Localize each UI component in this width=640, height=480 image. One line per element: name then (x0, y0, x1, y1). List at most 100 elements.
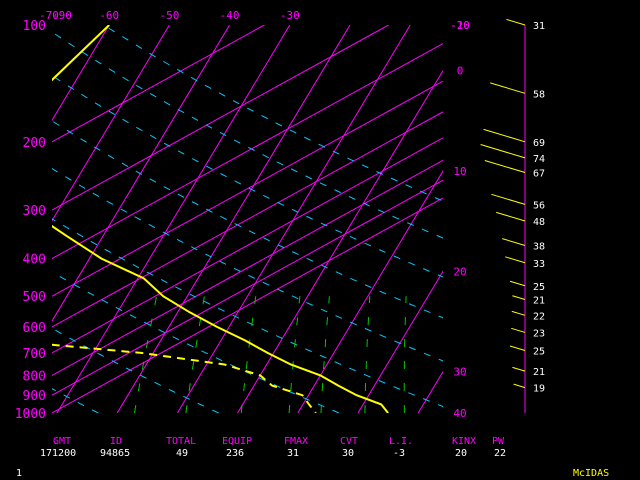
wind-speed-label: 67 (533, 169, 545, 180)
wind-speed-label: 48 (533, 217, 545, 228)
dewpoint-profile (52, 343, 317, 413)
dry-adiabat (52, 31, 443, 239)
dry-adiabat (52, 120, 443, 319)
dry-adiabat (52, 218, 443, 408)
wind-barb (506, 18, 526, 26)
wind-speed-label: 74 (533, 154, 545, 165)
isobar-line (52, 25, 266, 143)
isotherm-line (539, 25, 640, 413)
label-kinx: KINX (452, 436, 477, 447)
mixing-ratio-line (240, 296, 257, 413)
wind-speed-label: 56 (533, 200, 545, 211)
temperature-tick-label-top: -90 (52, 9, 72, 22)
isotherm-line (297, 170, 443, 413)
wind-barb (509, 280, 526, 287)
isotherm-line (176, 25, 411, 413)
temperature-tick-label-right: -20 (450, 19, 470, 32)
label-total: TOTAL (166, 436, 197, 447)
isobar-line (52, 197, 443, 413)
mixing-ratio-line (364, 296, 371, 413)
wind-barb (496, 211, 526, 222)
value-kinx: 20 (455, 448, 468, 459)
value-id: 94865 (100, 448, 131, 459)
wind-barb (480, 144, 526, 159)
value-fmax: 31 (287, 448, 300, 459)
temperature-tick-label-right: 0 (457, 65, 464, 78)
page-number: 1 (16, 468, 23, 479)
diagram-area (52, 25, 640, 413)
wind-speed-label: 19 (533, 384, 545, 395)
wind-barb (512, 366, 526, 372)
isotherm-line (478, 25, 640, 413)
wind-speed-label: 21 (533, 367, 545, 378)
isobar-line (52, 43, 443, 260)
temperature-tick-label-top: -50 (159, 9, 179, 22)
pressure-tick-label: 300 (23, 204, 46, 219)
isotherm-line (52, 25, 231, 322)
isotherm-line (56, 25, 291, 413)
pressure-tick-label: 1000 (15, 407, 46, 422)
wind-barb (491, 193, 526, 205)
sounding-indices-footer: GMT ID TOTAL EQUIP FMAX CVT L.I. KINX PW… (0, 434, 640, 480)
isobar-line (52, 80, 443, 297)
temperature-profile (52, 25, 389, 413)
wind-barb (513, 383, 526, 389)
isobar-line (52, 179, 443, 396)
temperature-tick-label-top: -40 (220, 9, 240, 22)
wind-barb (490, 82, 526, 94)
label-gmt: GMT (53, 436, 72, 447)
isobar-line (52, 137, 443, 354)
wind-barb (509, 345, 526, 351)
mixing-ratio-line (134, 296, 158, 413)
value-gmt: 171200 (40, 448, 77, 459)
temperature-tick-label-top: -70 (39, 9, 59, 22)
skewt-chart: 1002003004005006007008009001000-90-80-70… (15, 9, 640, 422)
pressure-tick-label: 700 (23, 347, 46, 362)
label-pw: PW (492, 436, 505, 447)
label-id: ID (110, 436, 123, 447)
wind-speed-label: 25 (533, 346, 545, 357)
wind-speed-label: 33 (533, 259, 545, 270)
wind-speed-label: 58 (533, 89, 545, 100)
mixing-ratio-line (403, 296, 407, 413)
wind-barb (505, 256, 526, 264)
value-cvt: 30 (342, 448, 355, 459)
temperature-tick-label-right: 40 (453, 407, 466, 420)
isotherm-line (237, 69, 443, 413)
temperature-tick-label-top: -60 (99, 9, 119, 22)
label-cvt: CVT (340, 436, 359, 447)
dry-adiabat (103, 25, 443, 202)
isotherm-line (357, 270, 443, 413)
temperature-tick-label-right: 30 (453, 366, 466, 379)
temperature-tick-label-right: 10 (453, 165, 466, 178)
pressure-tick-label: 900 (23, 389, 46, 404)
label-li: L.I. (389, 436, 414, 447)
pressure-tick-label: 800 (23, 369, 46, 384)
temperature-tick-label-right: -10 (450, 19, 470, 32)
mixing-ratio-line (288, 296, 301, 413)
wind-barb (502, 238, 526, 246)
pressure-tick-label: 600 (23, 321, 46, 336)
wind-speed-label: 38 (533, 241, 545, 252)
pressure-tick-label: 400 (23, 253, 46, 268)
isotherm-line (417, 370, 443, 413)
pressure-tick-label: 500 (23, 290, 46, 305)
isotherm-line (116, 25, 351, 413)
wind-barb (483, 128, 526, 143)
wind-barb (511, 310, 526, 316)
wind-speed-label: 23 (533, 328, 545, 339)
temperature-tick-label-top: -30 (280, 9, 300, 22)
pressure-tick-label: 200 (23, 136, 46, 151)
value-pw: 22 (494, 448, 507, 459)
isotherm-line (599, 25, 640, 413)
label-equip: EQUIP (222, 436, 253, 447)
wind-barb (512, 295, 526, 301)
isobar-line (52, 159, 443, 376)
dry-adiabat (52, 167, 443, 362)
isotherm-line (52, 25, 110, 122)
pressure-tick-label: 100 (23, 19, 46, 34)
wind-barb (511, 327, 526, 333)
value-equip: 236 (226, 448, 245, 459)
wind-speed-label: 31 (533, 21, 545, 32)
wind-speed-label: 69 (533, 138, 545, 149)
